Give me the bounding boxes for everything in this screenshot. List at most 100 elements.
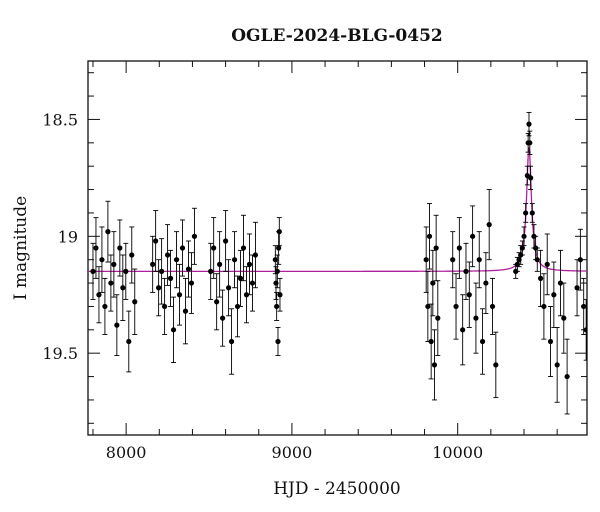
data-point — [547, 338, 554, 345]
data-point — [159, 268, 165, 274]
data-point — [129, 252, 135, 258]
data-point — [117, 245, 123, 251]
data-point — [120, 285, 126, 291]
data-point — [111, 261, 117, 267]
data-point — [231, 257, 238, 263]
data-point — [225, 285, 232, 291]
data-point — [483, 280, 489, 286]
data-point — [273, 280, 279, 286]
data-point — [425, 303, 431, 310]
data-point — [173, 257, 180, 263]
data-point — [463, 268, 469, 274]
data-point — [521, 233, 527, 239]
data-point — [466, 292, 472, 298]
data-point — [220, 315, 226, 321]
data-point — [102, 303, 108, 310]
data-point — [114, 322, 120, 328]
data-point — [93, 245, 99, 251]
data-point — [156, 285, 162, 291]
data-point — [523, 210, 529, 216]
data-point — [435, 315, 441, 321]
data-point — [460, 327, 466, 333]
data-point — [161, 303, 168, 310]
data-point — [272, 257, 278, 263]
y-tick-label: 19.5 — [42, 344, 78, 363]
data-point — [191, 233, 198, 239]
data-point — [528, 175, 534, 181]
data-point — [277, 292, 283, 298]
data-point — [222, 238, 229, 244]
data-point — [217, 261, 223, 267]
tick-labels: 8000 9000 10000 18.5 19 19.5 — [42, 110, 483, 462]
data-point — [564, 373, 570, 380]
data-point — [561, 315, 567, 321]
model-curve — [88, 147, 587, 273]
data-point — [581, 303, 587, 310]
plot-frame — [87, 60, 588, 436]
data-point — [473, 315, 479, 321]
chart-title: OGLE-2024-BLG-0452 — [231, 26, 443, 46]
data-point — [423, 257, 429, 263]
data-point — [541, 303, 547, 310]
data-point — [470, 233, 476, 239]
x-axis-label: HJD - 2450000 — [273, 479, 401, 499]
y-tick-label: 19 — [58, 227, 78, 246]
data-point — [274, 268, 280, 274]
data-point — [96, 292, 102, 298]
data-point — [123, 268, 129, 274]
data-point — [252, 252, 259, 258]
data-point — [493, 362, 499, 368]
data-point — [577, 257, 583, 263]
data-point — [476, 257, 482, 263]
data-point — [275, 338, 281, 345]
data-point — [243, 292, 250, 298]
data-point — [430, 280, 436, 286]
data-point — [90, 268, 96, 274]
data-point — [246, 261, 253, 267]
data-point — [188, 280, 195, 286]
data-point — [583, 327, 587, 333]
data-point — [519, 245, 525, 251]
data-point — [240, 245, 247, 251]
x-tick-label: 9000 — [272, 443, 313, 462]
data-point — [182, 308, 189, 314]
data-point — [431, 362, 438, 368]
data-point — [214, 299, 220, 305]
data-point — [105, 229, 111, 235]
data-point — [537, 275, 544, 281]
data-point — [486, 222, 492, 228]
data-point — [208, 268, 214, 274]
data-point — [176, 292, 183, 298]
data-point — [153, 238, 159, 244]
data-point — [557, 280, 564, 286]
data-point — [526, 121, 532, 127]
y-axis-label: I magnitude — [11, 196, 31, 300]
data-point — [249, 280, 256, 286]
data-point — [479, 338, 486, 345]
x-tick-label: 10000 — [432, 443, 483, 462]
data-point — [211, 245, 217, 251]
data-point — [185, 266, 192, 272]
data-point — [551, 292, 557, 298]
data-point — [276, 245, 282, 251]
data-point — [132, 299, 138, 305]
data-point — [170, 327, 177, 333]
data-point — [150, 261, 156, 267]
axis-ticks — [88, 61, 587, 435]
data-point — [574, 285, 580, 291]
x-tick-label: 8000 — [106, 443, 147, 462]
data-point — [274, 303, 280, 310]
data-point — [164, 252, 171, 258]
data-point — [433, 245, 439, 251]
data-point — [453, 303, 459, 310]
data-point — [489, 303, 496, 310]
data-point — [426, 233, 433, 239]
data-point — [529, 210, 535, 216]
data-point — [276, 229, 282, 235]
plot-area — [88, 111, 587, 415]
data-point — [108, 280, 114, 286]
data-point — [179, 245, 186, 251]
data-point — [554, 362, 560, 368]
